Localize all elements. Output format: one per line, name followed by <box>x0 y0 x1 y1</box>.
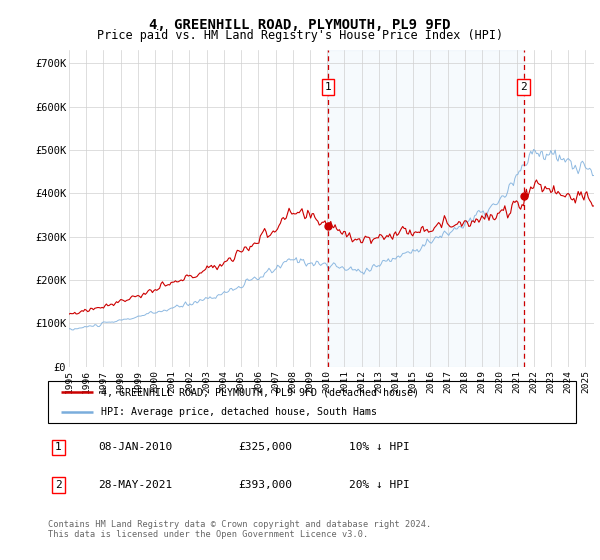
Text: 10% ↓ HPI: 10% ↓ HPI <box>349 442 410 452</box>
Text: Contains HM Land Registry data © Crown copyright and database right 2024.
This d: Contains HM Land Registry data © Crown c… <box>48 520 431 539</box>
Text: Price paid vs. HM Land Registry's House Price Index (HPI): Price paid vs. HM Land Registry's House … <box>97 29 503 42</box>
Text: 08-JAN-2010: 08-JAN-2010 <box>98 442 172 452</box>
Text: 20% ↓ HPI: 20% ↓ HPI <box>349 480 410 490</box>
Text: 2: 2 <box>55 480 62 490</box>
Text: HPI: Average price, detached house, South Hams: HPI: Average price, detached house, Sout… <box>101 407 377 417</box>
Text: 2: 2 <box>520 82 527 92</box>
Text: 4, GREENHILL ROAD, PLYMOUTH, PL9 9FD (detached house): 4, GREENHILL ROAD, PLYMOUTH, PL9 9FD (de… <box>101 387 419 397</box>
Text: 4, GREENHILL ROAD, PLYMOUTH, PL9 9FD: 4, GREENHILL ROAD, PLYMOUTH, PL9 9FD <box>149 18 451 32</box>
Text: 1: 1 <box>325 82 331 92</box>
Bar <box>328 50 524 367</box>
Text: 1: 1 <box>55 442 62 452</box>
Text: £325,000: £325,000 <box>238 442 292 452</box>
Text: £393,000: £393,000 <box>238 480 292 490</box>
Text: 28-MAY-2021: 28-MAY-2021 <box>98 480 172 490</box>
